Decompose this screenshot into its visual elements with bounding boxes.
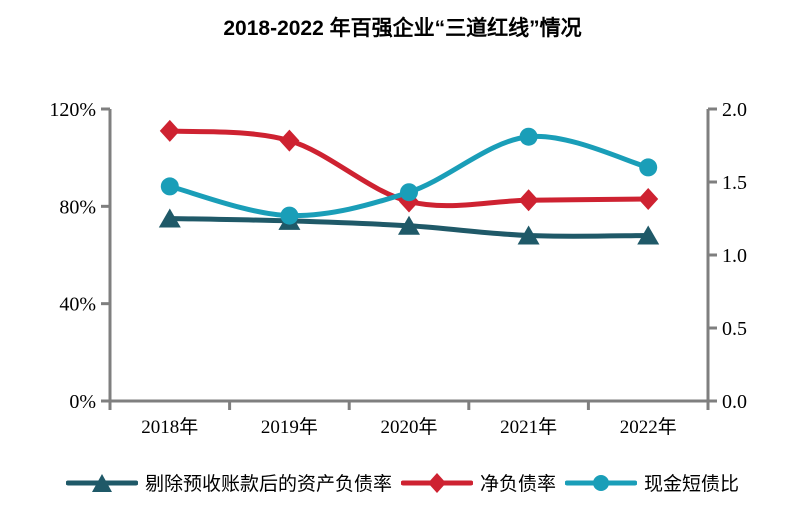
axes: 0% 40% 80% 120% 0.0 0.5 1.0 1.5 2.0 2018年 2019年 202… (49, 99, 747, 438)
right-axis-tick-label: 2.0 (722, 99, 747, 121)
diamond-marker (159, 119, 180, 142)
legend-label: 净负债率 (479, 474, 556, 495)
legend-item-net-debt-ratio: 净负债率 (400, 469, 556, 496)
x-axis-category-label: 2022年 (620, 416, 677, 438)
triangle-marker (517, 225, 540, 245)
left-axis-tick-label: 0% (69, 391, 96, 413)
right-axis-tick-label: 1.5 (722, 172, 747, 194)
diamond-line-marker-icon (400, 472, 473, 493)
x-axis-category-label: 2018年 (141, 416, 198, 438)
legend-item-cash-short-debt-ratio: 现金短债比 (565, 469, 739, 496)
x-axis-category-label: 2019年 (261, 416, 318, 438)
x-axis-category-label: 2020年 (380, 416, 437, 438)
circle-marker (160, 177, 179, 196)
circle-marker (519, 127, 538, 146)
diamond-marker (518, 189, 539, 212)
diamond-marker (638, 188, 659, 211)
right-axis-tick-label: 0.0 (722, 391, 747, 413)
left-axis-tick-label: 80% (59, 196, 96, 218)
right-axis-tick-label: 1.0 (722, 245, 747, 267)
line-chart-plot: 0% 40% 80% 120% 0.0 0.5 1.0 1.5 2.0 2018年 2019年 202… (49, 99, 747, 438)
diamond-marker (279, 129, 300, 152)
circle-marker (639, 158, 658, 177)
circle-marker (400, 183, 418, 202)
circle-line-marker-icon (565, 474, 637, 491)
legend-item-asset-liability-ratio: 剔除预收账款后的资产负债率 (65, 469, 392, 496)
series-0 (158, 208, 660, 245)
triangle-marker (637, 225, 660, 245)
left-axis-tick-label: 120% (49, 99, 96, 121)
right-axis-tick-label: 0.5 (722, 318, 747, 340)
triangle-marker (158, 208, 181, 228)
legend-label: 剔除预收账款后的资产负债率 (144, 474, 392, 495)
circle-marker (280, 206, 299, 225)
triangle-marker (398, 215, 420, 235)
legend-label: 现金短债比 (644, 474, 740, 495)
x-axis-category-label: 2021年 (500, 416, 557, 438)
chart-legend: 剔除预收账款后的资产负债率 净负债率 现金短债比 (0, 469, 805, 496)
chart-title: 2018-2022 年百强企业“三道红线”情况 (223, 17, 582, 40)
series-2 (160, 127, 658, 225)
left-axis-tick-label: 40% (59, 294, 96, 316)
triangle-line-marker-icon (65, 473, 138, 492)
